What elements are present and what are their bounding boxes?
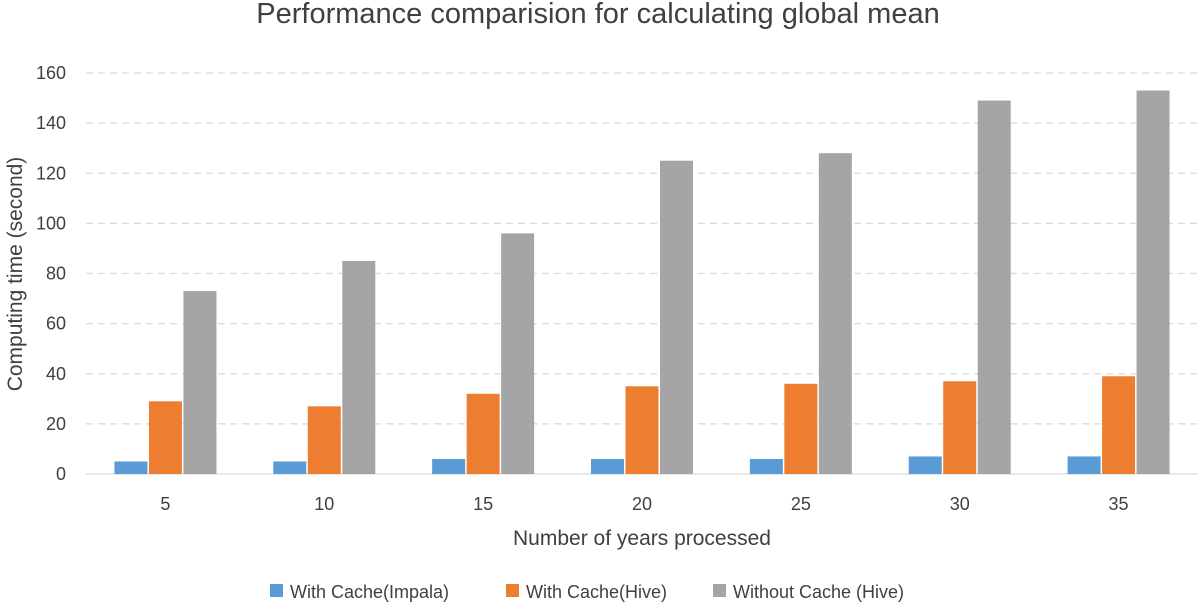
x-axis-title: Number of years processed xyxy=(513,527,771,550)
bar-with-cache-impala-20 xyxy=(591,458,624,474)
y-tick-label: 120 xyxy=(36,163,66,183)
y-tick-label: 100 xyxy=(36,213,66,233)
y-axis-title: Computing time (second) xyxy=(4,157,27,392)
bar-without-cache-hive-5 xyxy=(183,291,217,474)
legend-swatch xyxy=(270,584,283,597)
bar-with-cache-hive-10 xyxy=(307,406,341,474)
legend-label: With Cache(Impala) xyxy=(290,582,449,602)
bar-with-cache-impala-35 xyxy=(1067,456,1101,474)
bar-with-cache-impala-5 xyxy=(114,461,148,474)
bar-with-cache-hive-15 xyxy=(466,393,500,474)
x-tick-label: 20 xyxy=(632,494,652,514)
legend: With Cache(Impala) With Cache(Hive) Withou… xyxy=(270,582,904,602)
y-tick-label: 60 xyxy=(46,314,66,334)
bar-with-cache-hive-20 xyxy=(625,386,659,474)
y-tick-label: 20 xyxy=(46,414,66,434)
bar-without-cache-hive-15 xyxy=(501,233,535,474)
x-axis-ticks: 5 10 15 20 25 30 35 xyxy=(160,494,1128,514)
y-tick-label: 40 xyxy=(46,364,66,384)
bar-with-cache-impala-15 xyxy=(432,458,466,474)
y-tick-label: 0 xyxy=(56,464,66,484)
bar-series xyxy=(114,90,1170,474)
gridlines xyxy=(86,72,1198,475)
y-tick-label: 160 xyxy=(36,63,66,83)
bar-with-cache-impala-25 xyxy=(749,458,783,474)
legend-label: Without Cache (Hive) xyxy=(733,582,904,602)
chart-title: Performance comparision for calculating … xyxy=(256,0,939,30)
bar-with-cache-impala-30 xyxy=(908,456,942,474)
y-tick-label: 140 xyxy=(36,113,66,133)
bar-without-cache-hive-25 xyxy=(818,153,852,474)
legend-swatch xyxy=(506,584,519,597)
bar-with-cache-hive-30 xyxy=(943,381,977,474)
bar-with-cache-hive-35 xyxy=(1102,376,1136,474)
bar-without-cache-hive-10 xyxy=(342,260,376,474)
bar-without-cache-hive-35 xyxy=(1136,90,1170,474)
bar-with-cache-hive-25 xyxy=(784,383,818,474)
legend-swatch xyxy=(713,584,726,597)
bar-with-cache-impala-10 xyxy=(273,461,307,474)
x-tick-label: 35 xyxy=(1109,494,1129,514)
x-tick-label: 25 xyxy=(791,494,811,514)
x-tick-label: 15 xyxy=(473,494,493,514)
x-tick-label: 5 xyxy=(160,494,170,514)
y-axis-ticks: 0 20 40 60 80 100 120 140 160 xyxy=(36,63,66,484)
bar-without-cache-hive-30 xyxy=(977,100,1011,474)
x-tick-label: 10 xyxy=(314,494,334,514)
legend-label: With Cache(Hive) xyxy=(526,582,667,602)
bar-without-cache-hive-20 xyxy=(660,160,693,474)
y-tick-label: 80 xyxy=(46,264,66,284)
x-tick-label: 30 xyxy=(950,494,970,514)
bar-with-cache-hive-5 xyxy=(148,401,182,474)
